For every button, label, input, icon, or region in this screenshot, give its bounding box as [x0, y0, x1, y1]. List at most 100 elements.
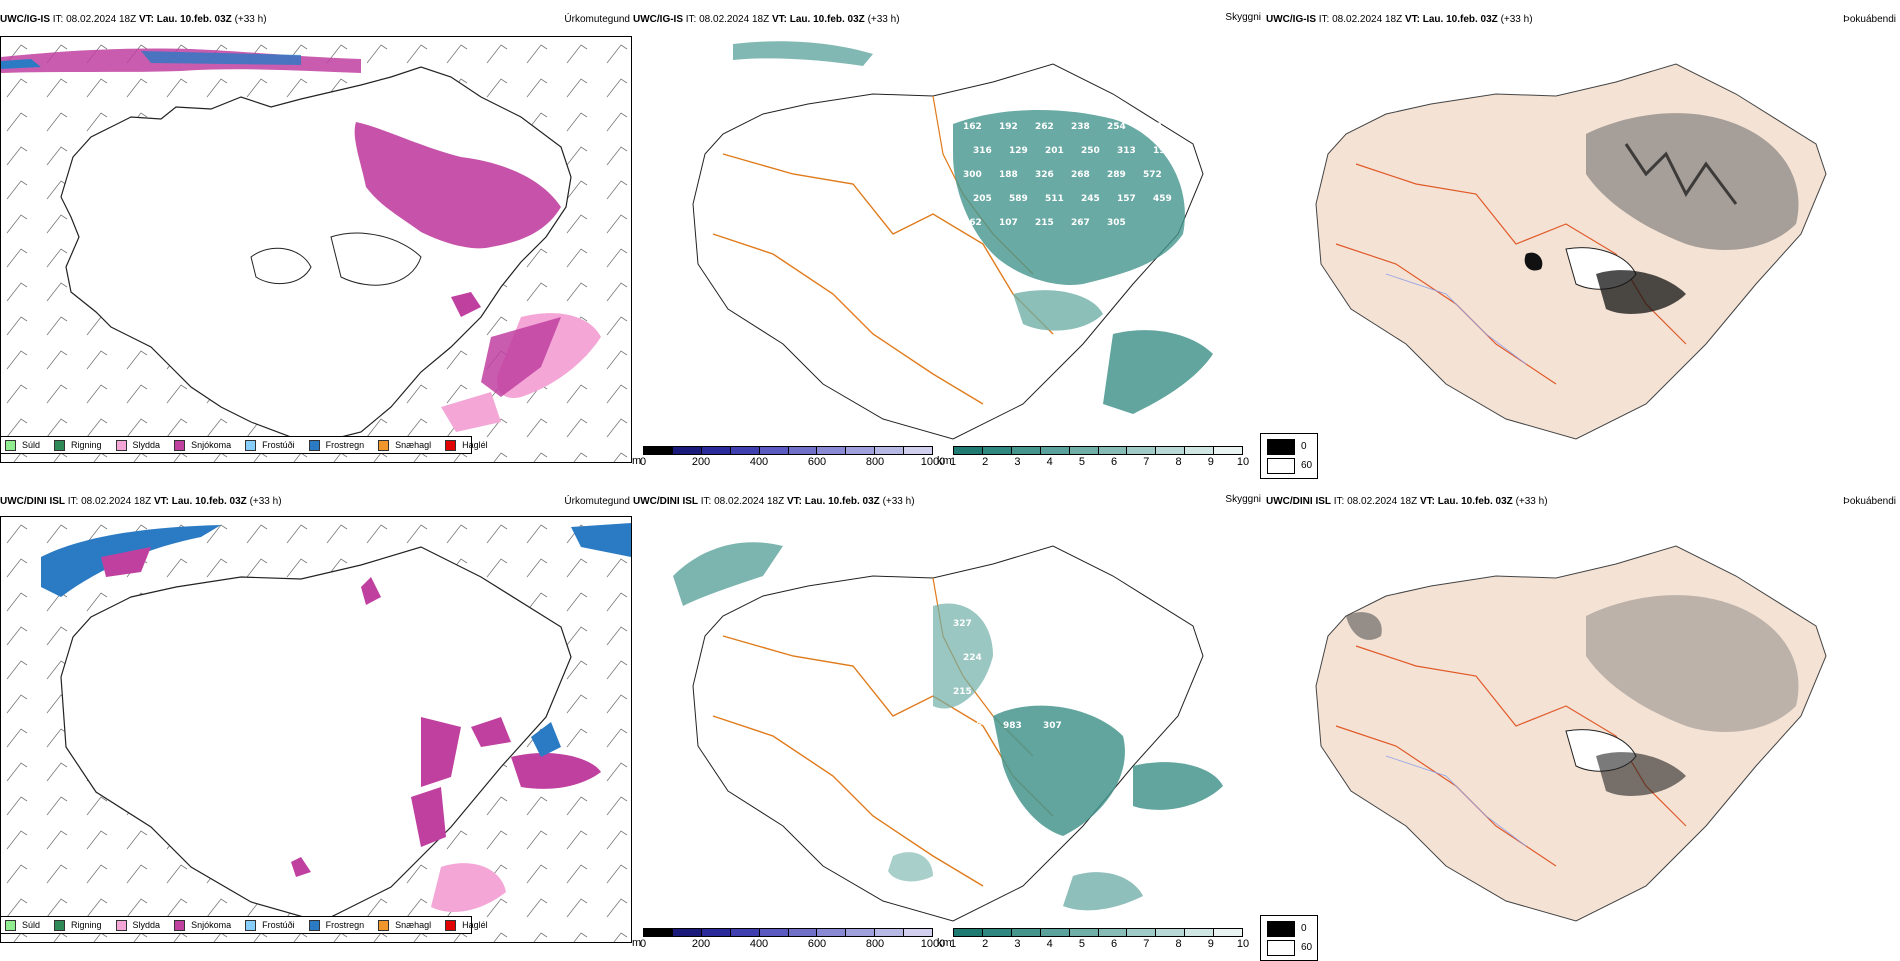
- fog-key-low-label: 60: [1301, 460, 1313, 471]
- colorbar-segment: [1185, 929, 1215, 936]
- row2-vis-name: Skyggni: [1225, 494, 1261, 505]
- colorbar-tick-label: 600: [807, 456, 827, 468]
- visibility-value-label: 686: [1033, 687, 1052, 697]
- legend-item: Frostúði: [245, 919, 295, 931]
- visibility-value-label: 291: [1043, 653, 1062, 663]
- visibility-value-label: 192: [999, 122, 1018, 132]
- colorbar-segment: [954, 447, 983, 454]
- legend-item: Frostúði: [245, 439, 295, 451]
- visibility-value-label: 254: [1107, 122, 1126, 132]
- colorbar-segment: [1011, 929, 1041, 936]
- legend-swatch: [245, 919, 257, 931]
- visibility-value-label: 289: [1107, 170, 1126, 180]
- fog-key-low-swatch: [1267, 940, 1295, 956]
- visibility-value-label: 249: [1113, 619, 1132, 629]
- visibility-value-label: 129: [1009, 146, 1028, 156]
- visibility-value-label: 275: [1113, 687, 1132, 697]
- row1-fog-panel: UWC/IG-IS IT: 08.02.2024 18Z VT: Lau. 10…: [1260, 14, 1900, 479]
- legend-item: Haglél: [445, 439, 488, 451]
- visibility-value-label: 983: [1003, 721, 1022, 731]
- row1-precip-legend: Súld Rigning Slydda Snjókoma Frostúði Fr…: [0, 436, 488, 454]
- unit-label: m: [632, 455, 642, 467]
- colorbar-tick-label: 3: [1014, 456, 1021, 468]
- row2-fog-panel: UWC/DINI ISL IT: 08.02.2024 18Z VT: Lau.…: [1260, 496, 1900, 961]
- colorbar-segment: [846, 447, 876, 454]
- row1-vis-km-colorbar: 1 2 3 4 5 6 7 8 9 10 km: [937, 446, 1249, 469]
- row2-fog-title: UWC/DINI ISL IT: 08.02.2024 18Z VT: Lau.…: [1266, 496, 1548, 507]
- legend-swatch: [5, 919, 16, 931]
- visibility-value-label: 243: [993, 687, 1012, 697]
- visibility-value-label: 215: [953, 687, 972, 697]
- row1-fog-map: [1266, 34, 1896, 444]
- colorbar-segment: [817, 929, 847, 936]
- colorbar-segment: [759, 929, 789, 936]
- row1-vis-name: Skyggni: [1225, 12, 1261, 23]
- row2-precip-map: [0, 516, 632, 943]
- row1-fog-key: 0 60: [1260, 433, 1318, 479]
- fog-key-high-label: 0: [1301, 441, 1307, 452]
- colorbar-segment: [1069, 929, 1099, 936]
- unit-label: km: [937, 455, 952, 467]
- visibility-value-label: 201: [1045, 146, 1064, 156]
- colorbar-tick-label: 1000: [920, 456, 946, 468]
- colorbar-tick-label: 400: [749, 938, 769, 950]
- colorbar-tick-label: 10: [1236, 456, 1250, 468]
- colorbar-segment: [1214, 929, 1243, 936]
- legend-item: Snæhagl: [378, 439, 431, 451]
- colorbar-segment: [701, 929, 731, 936]
- colorbar-tick-label: 6: [1111, 938, 1118, 950]
- visibility-value-label: 162: [963, 218, 982, 228]
- visibility-value-label: 215: [1035, 218, 1054, 228]
- legend-item: Slydda: [115, 919, 160, 931]
- legend-item: Frostregn: [308, 439, 364, 451]
- legend-swatch: [54, 919, 66, 931]
- fog-key-high-label: 0: [1301, 923, 1307, 934]
- visibility-value-label: 224: [963, 653, 982, 663]
- colorbar-tick-label: 4: [1046, 938, 1053, 950]
- colorbar-tick-label: 2: [982, 456, 989, 468]
- visibility-value-label: 160: [1003, 653, 1022, 663]
- legend-swatch: [54, 439, 66, 451]
- visibility-value-label: 162: [963, 122, 982, 132]
- colorbar-tick-label: 1000: [920, 938, 946, 950]
- visibility-value-label: 153: [1143, 122, 1162, 132]
- colorbar-segment: [846, 929, 876, 936]
- colorbar-segment: [672, 447, 702, 454]
- colorbar-tick-label: 0: [639, 456, 647, 468]
- colorbar-segment: [1185, 447, 1215, 454]
- colorbar-segment: [982, 929, 1012, 936]
- legend-swatch: [245, 439, 257, 451]
- row2-precip-legend: Súld Rigning Slydda Snjókoma Frostúði Fr…: [0, 916, 488, 934]
- legend-swatch: [445, 439, 457, 451]
- colorbar-segment: [730, 447, 760, 454]
- colorbar-segment: [1127, 447, 1157, 454]
- legend-item: Frostregn: [308, 919, 364, 931]
- colorbar-tick-label: 200: [691, 938, 711, 950]
- colorbar-segment: [1040, 929, 1070, 936]
- colorbar-tick-label: 9: [1207, 938, 1214, 950]
- colorbar-segment: [1156, 447, 1186, 454]
- legend-item: Rigning: [54, 439, 102, 451]
- row2-precip-panel: UWC/DINI ISL IT: 08.02.2024 18Z VT: Lau.…: [0, 496, 632, 945]
- legend-swatch: [115, 439, 127, 451]
- colorbar-segment: [875, 447, 905, 454]
- colorbar-tick-label: 600: [807, 938, 827, 950]
- visibility-value-label: 589: [1009, 194, 1028, 204]
- colorbar-segment: [1069, 447, 1099, 454]
- colorbar-segment: [1127, 929, 1157, 936]
- colorbar-segment: [904, 447, 933, 454]
- colorbar-segment: [644, 447, 673, 454]
- colorbar-segment: [1214, 447, 1243, 454]
- colorbar-segment: [1040, 447, 1070, 454]
- visibility-value-label: 316: [973, 146, 992, 156]
- colorbar-tick-label: 8: [1175, 456, 1182, 468]
- colorbar-segment: [1156, 929, 1186, 936]
- visibility-value-label: 250: [1081, 146, 1100, 156]
- colorbar-segment: [982, 447, 1012, 454]
- legend-item: Snæhagl: [378, 919, 431, 931]
- colorbar-tick-label: 200: [691, 456, 711, 468]
- colorbar-segment: [904, 929, 933, 936]
- legend-swatch: [308, 439, 320, 451]
- colorbar-tick-label: 800: [865, 938, 885, 950]
- colorbar-segment: [701, 447, 731, 454]
